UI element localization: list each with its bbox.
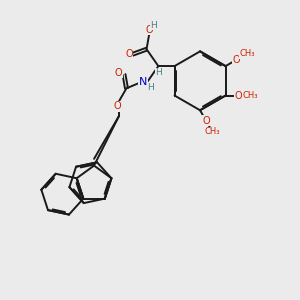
Text: O: O [125, 49, 133, 59]
Text: O: O [145, 25, 153, 35]
Text: H: H [148, 82, 154, 91]
Text: O: O [232, 55, 240, 65]
Text: CH₃: CH₃ [239, 49, 255, 58]
Text: O: O [115, 68, 122, 78]
Text: CH₃: CH₃ [205, 127, 220, 136]
Text: CH₃: CH₃ [242, 91, 258, 100]
Text: O: O [114, 101, 122, 111]
Text: O: O [202, 116, 210, 126]
Text: O: O [234, 91, 242, 100]
Text: H: H [156, 68, 162, 77]
Text: N: N [139, 77, 147, 87]
Text: H: H [150, 21, 157, 30]
